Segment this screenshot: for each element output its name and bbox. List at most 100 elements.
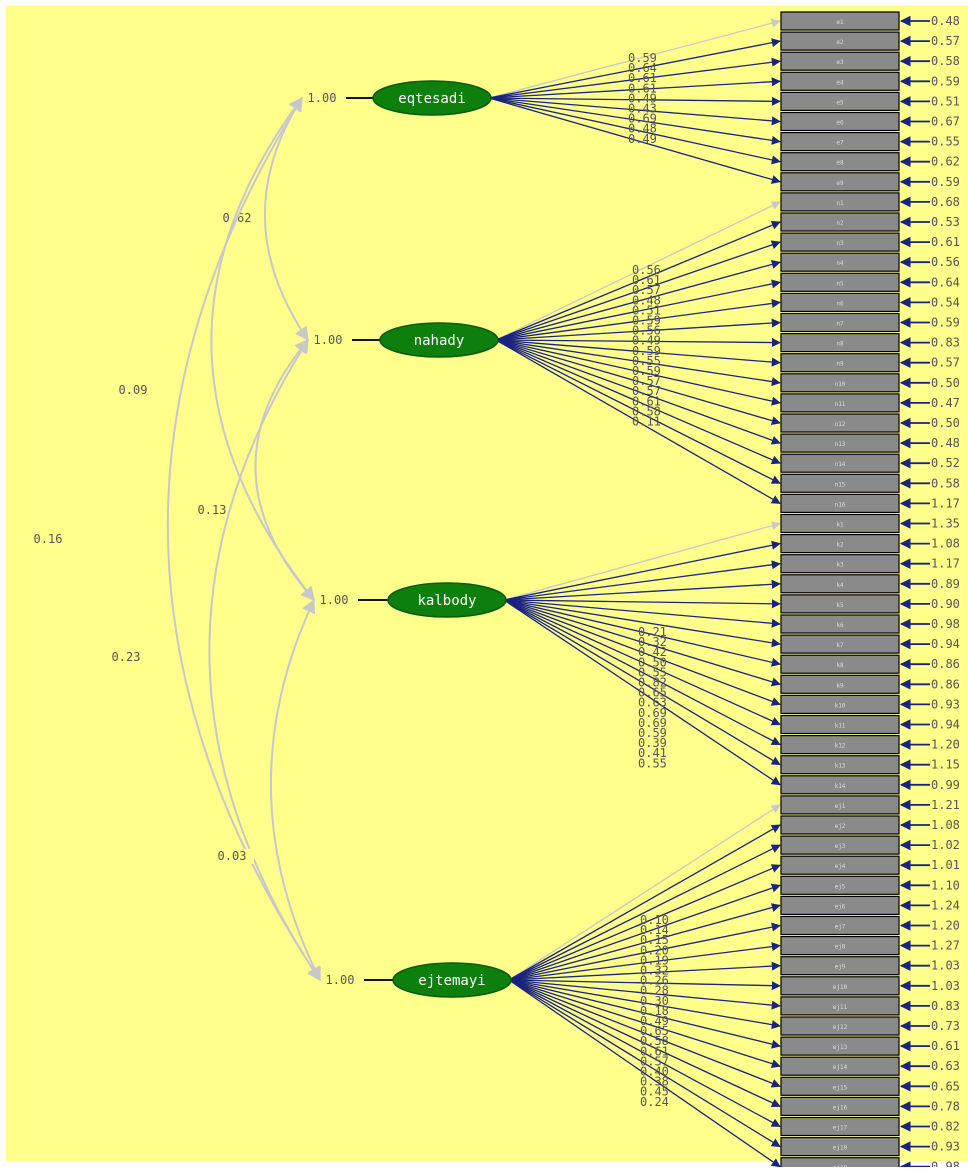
loading-path-e3 [488, 57, 781, 99]
indicator-box-n9 [780, 353, 900, 373]
error-value-n7: 0.59 [931, 316, 960, 330]
error-value-n1: 0.68 [931, 195, 960, 209]
error-value-ej19: 0.98 [931, 1160, 960, 1167]
indicator-label-ej9: ej9 [835, 964, 846, 971]
indicator-box-n4 [780, 252, 900, 272]
loading-value-k3: 0.32 [638, 635, 667, 649]
variance-value-nahady: 1.00 [314, 333, 343, 347]
error-value-e4: 0.59 [931, 74, 960, 88]
error-value-e9: 0.59 [931, 175, 960, 189]
loading-path-e4 [488, 77, 781, 99]
loading-path-ej6 [508, 903, 781, 981]
indicator-label-k12: k12 [835, 743, 846, 750]
error-value-ej10: 1.03 [931, 979, 960, 993]
loading-value-ej2: 0.10 [640, 913, 669, 927]
indicator-label-n3: n3 [836, 240, 844, 247]
indicator-box-n11 [780, 393, 900, 413]
loading-value-k10: 0.69 [638, 706, 667, 720]
error-value-e8: 0.62 [931, 155, 960, 169]
loading-path-n4 [495, 259, 781, 341]
loading-value-ej3: 0.14 [640, 923, 669, 937]
indicator-box-n16 [780, 493, 900, 513]
variance-value-eqtesadi: 1.00 [308, 91, 337, 105]
loading-path-n7 [495, 318, 781, 341]
error-value-n16: 1.17 [931, 496, 960, 510]
error-value-n14: 0.52 [931, 456, 960, 470]
loading-value-ej14: 0.58 [640, 1034, 669, 1048]
indicator-label-k9: k9 [836, 682, 844, 689]
indicator-label-k14: k14 [835, 783, 846, 790]
loading-path-e8 [488, 97, 781, 165]
loading-value-ej12: 0.49 [640, 1014, 669, 1028]
indicator-label-n5: n5 [836, 280, 844, 287]
indicator-label-n12: n12 [835, 421, 846, 428]
error-value-n6: 0.54 [931, 295, 960, 309]
indicator-box-n15 [780, 473, 900, 493]
indicator-box-ej9 [780, 956, 900, 976]
indicator-box-n5 [780, 272, 900, 292]
error-value-k5: 0.90 [931, 597, 960, 611]
error-value-n10: 0.50 [931, 376, 960, 390]
loading-path-ej18 [508, 979, 781, 1148]
indicator-label-ej18: ej18 [833, 1145, 848, 1152]
error-value-k2: 1.08 [931, 537, 960, 551]
loading-path-ej8 [508, 942, 781, 981]
variance-value-kalbody: 1.00 [320, 593, 349, 607]
error-value-ej17: 0.82 [931, 1120, 960, 1134]
indicator-label-k5: k5 [836, 602, 844, 609]
covariance-arc-1-3 [208, 338, 321, 982]
indicator-box-n13 [780, 433, 900, 453]
indicator-box-e4 [780, 71, 900, 91]
error-value-ej9: 1.03 [931, 959, 960, 973]
indicator-label-e5: e5 [836, 99, 844, 106]
covariance-layer: 0.620.090.160.130.230.03 [26, 96, 321, 982]
loading-value-k5: 0.50 [638, 655, 667, 669]
indicator-label-n7: n7 [836, 321, 844, 328]
indicator-box-ej4 [780, 855, 900, 875]
indicator-label-ej15: ej15 [833, 1084, 848, 1091]
loading-value-n10: 0.59 [632, 344, 661, 358]
indicator-layer: e1 0.48 e2 0.57 e3 0.58 e4 0.59 e5 0.51 e6 0.67 e7 0.… [780, 11, 960, 1172]
loading-path-ej16 [508, 979, 781, 1108]
loading-path-ej12 [508, 979, 781, 1030]
indicator-box-n1 [780, 192, 900, 212]
loading-value-e4: 0.61 [628, 71, 657, 85]
error-value-k10: 0.93 [931, 697, 960, 711]
covariance-arc-1-2 [254, 338, 315, 602]
error-value-e2: 0.57 [931, 34, 960, 48]
error-value-ej16: 0.78 [931, 1099, 960, 1113]
error-value-n12: 0.50 [931, 416, 960, 430]
loading-value-k6: 0.55 [638, 665, 667, 679]
covariance-label-bg-0-3 [26, 532, 70, 547]
indicator-label-e4: e4 [836, 79, 844, 86]
indicator-box-n6 [780, 292, 900, 312]
indicator-box-n3 [780, 232, 900, 252]
indicator-label-ej6: ej6 [835, 903, 846, 910]
indicator-box-ej14 [780, 1056, 900, 1076]
indicator-box-ej6 [780, 895, 900, 916]
covariance-value-1-2: 0.13 [198, 503, 227, 517]
loading-path-k1 [503, 521, 781, 601]
error-value-e1: 0.48 [931, 14, 960, 28]
error-value-ej3: 1.02 [931, 838, 960, 852]
indicator-label-k2: k2 [836, 542, 844, 549]
error-value-k4: 0.89 [931, 577, 960, 591]
error-value-n3: 0.61 [931, 235, 960, 249]
indicator-label-e2: e2 [836, 39, 844, 46]
indicator-box-k8 [780, 654, 900, 674]
indicator-label-e9: e9 [836, 180, 844, 187]
error-value-ej13: 0.61 [931, 1039, 960, 1053]
loading-value-ej11: 0.18 [640, 1004, 669, 1018]
indicator-label-ej11: ej11 [833, 1004, 848, 1011]
loading-value-n11: 0.55 [632, 354, 661, 368]
loading-value-ej15: 0.61 [640, 1044, 669, 1058]
indicator-box-e8 [780, 152, 900, 172]
loading-path-n8 [495, 337, 781, 348]
loading-path-n13 [495, 339, 781, 445]
loading-value-e5: 0.61 [628, 81, 657, 95]
indicator-label-ej13: ej13 [833, 1044, 848, 1051]
indicator-box-k5 [780, 594, 900, 614]
loading-path-n2 [495, 220, 781, 341]
loading-path-ej15 [508, 979, 781, 1088]
